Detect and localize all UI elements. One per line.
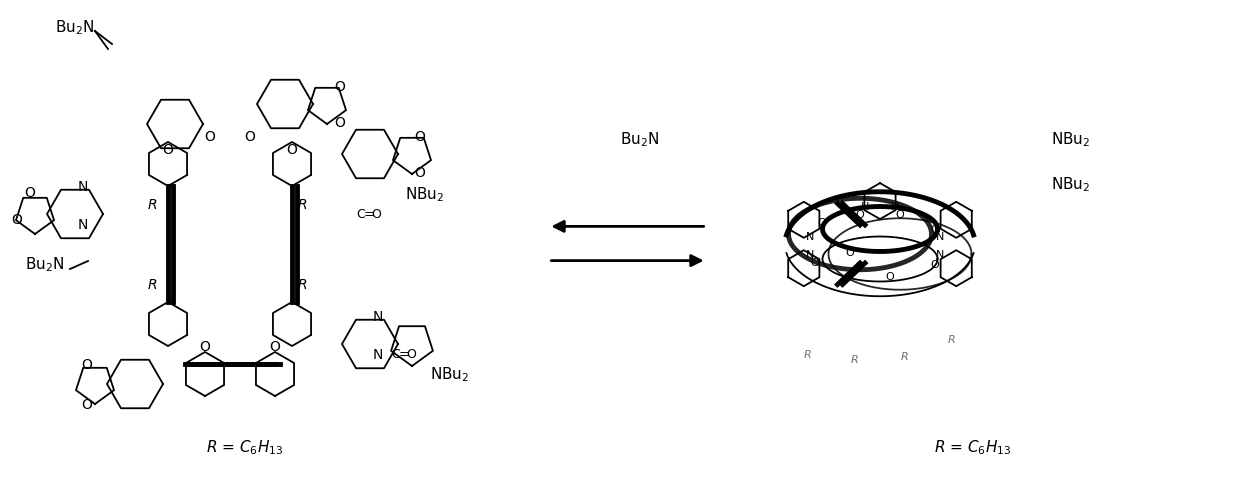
Text: O: O <box>200 339 211 353</box>
Text: R: R <box>147 278 157 291</box>
Text: R = C$_6$H$_{13}$: R = C$_6$H$_{13}$ <box>934 437 1012 456</box>
Text: O: O <box>886 271 895 282</box>
Text: N: N <box>806 249 814 260</box>
Text: Bu$_2$N: Bu$_2$N <box>55 18 94 37</box>
Text: O: O <box>11 213 23 226</box>
Text: O: O <box>817 218 826 227</box>
Text: R: R <box>948 334 956 345</box>
Text: H: H <box>891 202 899 212</box>
Text: O: O <box>896 209 905 220</box>
Text: Bu$_2$N: Bu$_2$N <box>25 255 64 274</box>
Text: N: N <box>936 231 944 242</box>
Text: O: O <box>811 258 820 267</box>
Text: O: O <box>414 165 425 180</box>
Text: O: O <box>335 80 345 94</box>
Text: Bu$_2$N: Bu$_2$N <box>620 130 659 149</box>
Text: NBu$_2$: NBu$_2$ <box>1050 175 1091 194</box>
Text: NBu$_2$: NBu$_2$ <box>1050 130 1091 149</box>
Text: O: O <box>856 209 865 220</box>
Text: N: N <box>373 309 383 324</box>
Text: N: N <box>78 180 88 194</box>
Text: R: R <box>147 198 157 212</box>
Text: NBu$_2$: NBu$_2$ <box>430 365 469 384</box>
Text: O: O <box>414 130 425 143</box>
Text: $\rm C\!\!=\!\!O$: $\rm C\!\!=\!\!O$ <box>356 208 384 221</box>
Text: H: H <box>861 202 870 212</box>
Text: NBu$_2$: NBu$_2$ <box>405 185 444 204</box>
Text: R: R <box>901 351 909 361</box>
Text: $\rm C\!\!=\!\!O$: $\rm C\!\!=\!\!O$ <box>392 348 418 361</box>
Text: R = C$_6$H$_{13}$: R = C$_6$H$_{13}$ <box>206 437 284 456</box>
Text: O: O <box>931 224 940 235</box>
Text: O: O <box>163 142 173 157</box>
Text: O: O <box>270 339 280 353</box>
Text: O: O <box>205 130 216 143</box>
Text: R: R <box>297 278 306 291</box>
Text: O: O <box>82 357 93 371</box>
Text: O: O <box>335 116 345 130</box>
Text: O: O <box>846 247 855 258</box>
Text: O: O <box>286 142 297 157</box>
Text: N: N <box>806 231 814 242</box>
Text: N: N <box>936 249 944 260</box>
Text: O: O <box>82 397 93 411</box>
Text: R: R <box>804 349 812 359</box>
Text: R: R <box>851 354 858 364</box>
Text: O: O <box>245 130 256 143</box>
Text: O: O <box>25 185 35 200</box>
Text: N: N <box>373 347 383 361</box>
Text: R: R <box>297 198 306 212</box>
Text: O: O <box>931 260 940 269</box>
Text: N: N <box>78 218 88 231</box>
